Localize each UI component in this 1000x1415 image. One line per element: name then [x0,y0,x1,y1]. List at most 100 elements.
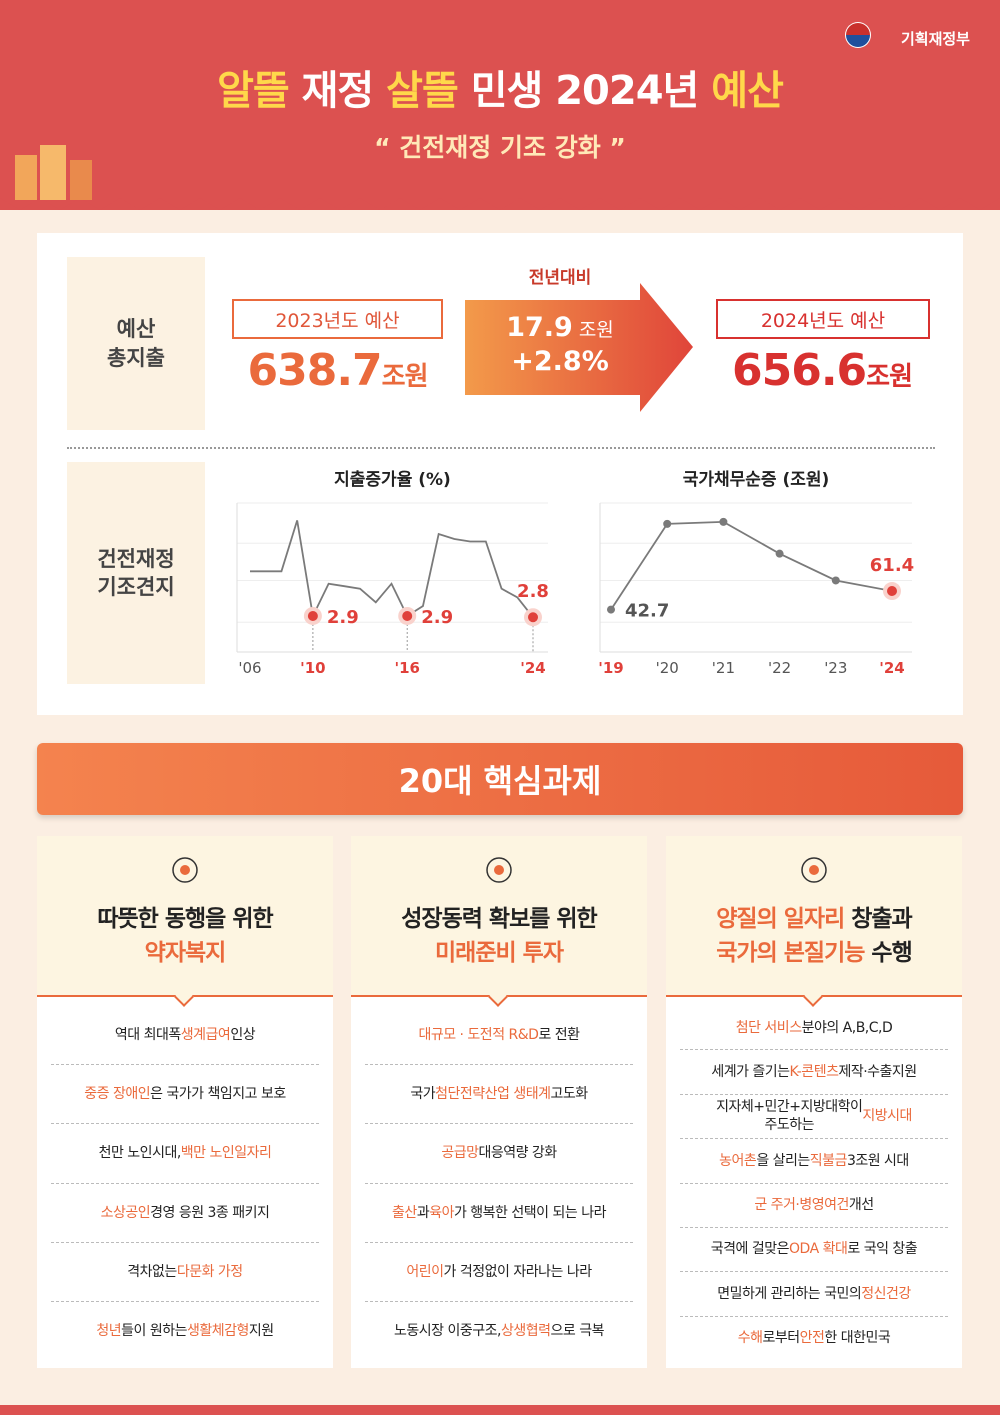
point [528,612,538,623]
task-item: 수해 로부터 안전 한 대한민국 [680,1317,948,1360]
text-segment: 재정 [288,68,387,114]
unit: 조원 [866,362,913,392]
chart-title: 지출증가율 (%) [334,470,451,490]
text-segment: 지자체+민간+지방대학이 주도하는 [716,1099,863,1134]
task-list: 첨단 서비스 분야의 A,B,C,D 세계가 즐기는 K-콘텐츠 제작·수출지원 지… [680,1006,948,1360]
task-item: 국격에 걸맞은 ODA 확대 로 국익 창출 [680,1228,948,1273]
text-segment: 따뜻한 동행을 위한 [97,906,273,932]
point [719,517,728,526]
text-segment: 분야의 A,B,C,D [801,1019,893,1036]
text-segment: 국격에 걸맞은 [710,1241,790,1258]
zigzag [0,190,1000,210]
text-segment: 고도화 [550,1086,589,1103]
task-item: 격차없는 다문화 가정 [51,1243,319,1302]
icon-dot [494,865,504,875]
text-segment: 3조원 시대 [846,1152,909,1169]
task-item: 출산 과 육아 가 행복한 선택이 되는 나라 [365,1184,633,1243]
text-segment: 세계가 즐기는 [711,1063,790,1080]
text-segment: 천만 노인시대, [98,1145,182,1162]
text-segment: 살뜰 [386,68,459,114]
text-segment: 상생협력 [500,1322,551,1339]
separator [67,447,935,449]
amount: 656.6 [731,345,867,396]
header-band [0,0,1000,210]
value-label: 61.4 [870,555,914,576]
text-segment: 면밀하게 관리하는 국민의 [717,1285,862,1302]
text-segment: 민생 2024년 [457,68,712,114]
text-segment: 생활체감형 [186,1322,249,1339]
next-title: 2024년도 예산 [716,299,930,339]
text-segment: 직불금 [809,1152,848,1169]
x-tick-label: '22 [768,659,791,677]
text-segment: 수해 [737,1330,763,1347]
text-segment: 공급망 [441,1145,479,1162]
column-header: 성장동력 확보를 위한 미래준비 투자 [351,836,647,1007]
text-segment: 제작·수출지원 [838,1063,917,1080]
x-tick-label: '16 [394,659,419,677]
task-item: 대규모 · 도전적 R&D 로 전환 [365,1006,633,1066]
text-segment: 으로 극복 [550,1322,605,1339]
point [831,576,840,585]
title-line: 미래준비 투자 [351,936,647,970]
task-item: 지자체+민간+지방대학이 주도하는 지방시대 [680,1095,948,1140]
page-title: 알뜰 재정 살뜰 민생 2024년 예산 [0,58,1000,116]
column-title: 양질의 일자리 창출과 국가의 본질기능 수행 [666,902,962,970]
x-tick-label: '06 [238,659,261,677]
column-icon [486,857,512,883]
column-icon [801,857,827,883]
icon-dot [809,865,819,875]
title-line: 국가의 본질기능 수행 [666,936,962,970]
column-header: 양질의 일자리 창출과 국가의 본질기능 수행 [666,836,962,1007]
title-line: 약자복지 [37,936,333,970]
icon-shape [486,857,512,883]
task-item: 역대 최대폭 생계급여 인상 [51,1006,319,1066]
text-segment: 양질의 일자리 [716,906,845,932]
amount: 638.7 [247,345,382,396]
ministry-logo [845,22,871,48]
text-segment: 다문화 가정 [176,1263,243,1280]
chart-title: 국가채무순증 (조원) [683,470,830,490]
buildings [15,145,92,200]
series-line [610,520,893,611]
x-tick-label: '10 [300,659,325,677]
task-item: 중증 장애인 은 국가가 책임지고 보호 [51,1065,319,1125]
x-tick-label: '21 [712,659,735,677]
task-item: 농어촌 을 살리는 직불금 3조원 시대 [680,1139,948,1184]
text-segment: 들이 원하는 [121,1322,187,1339]
text-segment: 격차없는 [127,1263,177,1280]
change-title: 전년대비 [529,268,592,288]
point [775,549,784,558]
value-label: 2.8 [517,581,549,602]
title-line: 따뜻한 동행을 위한 [37,902,333,936]
text-segment: 예산 [711,68,784,114]
prev-title: 2023년도 예산 [232,299,443,339]
text-segment: 은 국가가 책임지고 보호 [150,1086,286,1103]
value-label: 2.9 [421,607,453,628]
text-segment: 한 대한민국 [824,1330,891,1347]
text-segment: 경영 응원 3종 패키지 [150,1204,270,1221]
text-segment: 지방시대 [862,1108,912,1125]
column-icon [172,857,198,883]
value-label: 42.7 [625,601,669,622]
point [887,586,897,597]
point [402,610,413,621]
text-segment: 개선 [848,1197,874,1214]
point [663,519,672,528]
icon-shape [172,857,198,883]
text-segment: 가 행복한 선택이 되는 나라 [453,1204,606,1221]
task-item: 국가 첨단전략산업 생태계 고도화 [365,1065,633,1125]
unit: 조원 [579,319,614,341]
task-item: 첨단 서비스 분야의 A,B,C,D [680,1006,948,1051]
x-tick-label: '24 [879,659,904,677]
text-segment: 미래준비 투자 [435,940,564,966]
text-segment: 첨단전략산업 생태계 [435,1086,551,1103]
text-segment: 첨단 서비스 [735,1019,802,1036]
title-line: 양질의 일자리 창출과 [666,902,962,936]
text-segment: 농어촌 [719,1152,757,1169]
